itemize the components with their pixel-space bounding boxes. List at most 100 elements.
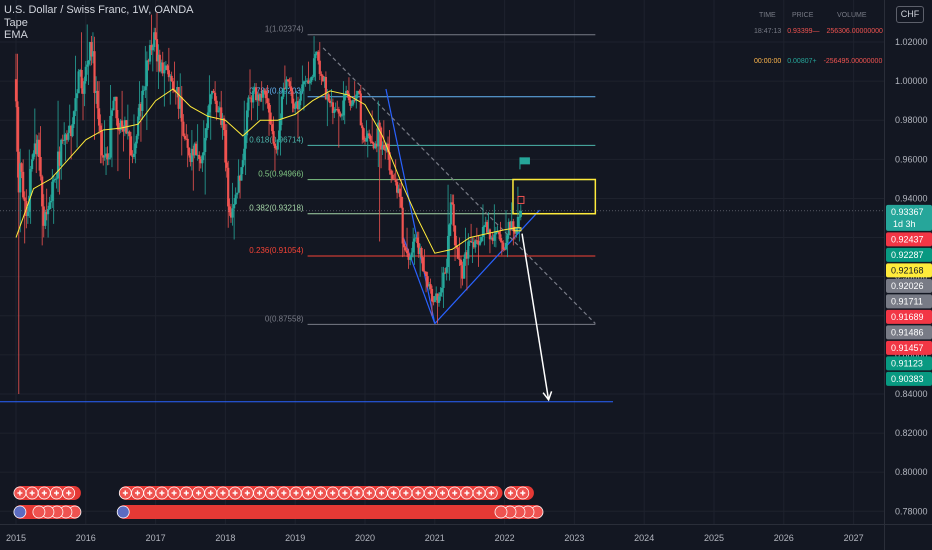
candle-body xyxy=(189,155,192,162)
candle-body xyxy=(337,109,340,114)
candle-body xyxy=(400,196,403,208)
candle-body xyxy=(419,247,422,255)
candle-body xyxy=(47,209,50,215)
candle-body xyxy=(461,265,464,279)
candle-body xyxy=(278,130,281,140)
candle-body xyxy=(188,147,191,156)
candle-body xyxy=(312,58,316,77)
candle-body xyxy=(193,143,196,156)
candle-body xyxy=(280,96,284,120)
candle-body xyxy=(33,143,36,154)
candle-body xyxy=(363,139,367,142)
candle-body xyxy=(513,231,516,234)
candle-body xyxy=(459,259,463,266)
price-tick-label: 0.80000 xyxy=(895,467,928,477)
price-tick-label: 0.78000 xyxy=(895,506,928,516)
candle-body xyxy=(30,159,34,170)
candle-body xyxy=(384,148,387,151)
candle-body xyxy=(128,131,131,137)
candle-body xyxy=(259,93,262,101)
candle-body xyxy=(179,97,182,109)
candle-body xyxy=(372,143,375,149)
candle-body xyxy=(97,108,101,126)
candle-body xyxy=(257,94,261,101)
candle-body xyxy=(35,143,38,155)
candle-body xyxy=(412,241,415,253)
candle-body xyxy=(458,258,461,260)
candle-body xyxy=(407,253,410,260)
candle-body xyxy=(285,79,288,89)
price-axis-label-text: 0.92437 xyxy=(891,234,924,244)
candle-body xyxy=(90,42,93,57)
candle-body xyxy=(324,76,328,100)
candle-body xyxy=(245,110,249,136)
candle-body xyxy=(214,92,217,101)
fib-level-label: 0(0.87558) xyxy=(265,314,304,323)
price-axis-label xyxy=(886,325,932,340)
candle-body xyxy=(465,252,469,259)
candle-body xyxy=(103,156,106,158)
candle-body xyxy=(194,143,198,155)
candle-body xyxy=(218,107,221,111)
indicator-tape[interactable]: Tape xyxy=(4,16,28,29)
indicator-ema[interactable]: EMA xyxy=(4,29,28,41)
candle-body xyxy=(305,80,309,82)
candle-body xyxy=(114,96,117,101)
candle-body xyxy=(170,75,173,82)
price-tick-label: 0.96000 xyxy=(895,154,928,164)
candle-body xyxy=(16,101,19,152)
candle-body xyxy=(397,188,400,193)
candle-body xyxy=(196,154,199,156)
candle-body xyxy=(250,97,253,103)
candle-body xyxy=(477,240,480,245)
price-axis-label xyxy=(886,278,932,293)
candle-body xyxy=(369,135,372,142)
symbol-title[interactable]: U.S. Dollar / Swiss Franc, 1W, OANDA xyxy=(4,4,194,16)
price-axis-countdown: 1d 3h xyxy=(893,219,916,229)
candle-body xyxy=(36,139,39,155)
candle-body xyxy=(390,170,393,175)
candle-body xyxy=(244,135,247,149)
candle-body xyxy=(186,138,189,148)
candle-body xyxy=(86,64,89,67)
currency-button[interactable]: CHF xyxy=(896,6,924,23)
candle-body xyxy=(94,90,98,93)
candle-body xyxy=(342,100,345,116)
candle-body xyxy=(475,240,478,242)
candle-body xyxy=(299,91,302,101)
candle-body xyxy=(148,45,152,62)
candle-body xyxy=(204,137,207,153)
candle-body xyxy=(88,42,92,61)
candle-body xyxy=(147,60,150,62)
candle-body xyxy=(469,241,473,243)
price-axis-label-text: 0.91123 xyxy=(891,358,923,368)
trendline xyxy=(322,47,596,325)
candle-body xyxy=(211,90,214,95)
candle-body xyxy=(480,236,483,242)
candle-body xyxy=(23,197,26,202)
price-axis-label xyxy=(886,232,932,247)
candle-body xyxy=(87,60,90,65)
candle-body xyxy=(409,257,412,260)
candle-body xyxy=(112,100,115,111)
candle-body xyxy=(72,111,76,125)
candle-body xyxy=(436,293,439,303)
candle-body xyxy=(269,112,272,125)
candle-body xyxy=(307,80,310,84)
candle-body xyxy=(497,231,501,235)
candle-body xyxy=(139,103,143,111)
candle-body xyxy=(474,240,477,248)
candle-body xyxy=(154,32,157,40)
candle-body xyxy=(153,32,156,48)
candle-body xyxy=(291,91,294,104)
price-axis-label xyxy=(886,247,932,262)
candle-body xyxy=(487,229,490,233)
candle-body xyxy=(131,155,134,157)
candle-body xyxy=(472,242,475,248)
candle-body xyxy=(516,216,520,229)
time-tick-label: 2023 xyxy=(564,533,584,543)
time-tick-label: 2015 xyxy=(6,533,26,543)
time-tick-label: 2024 xyxy=(634,533,654,543)
candle-body xyxy=(20,163,23,172)
